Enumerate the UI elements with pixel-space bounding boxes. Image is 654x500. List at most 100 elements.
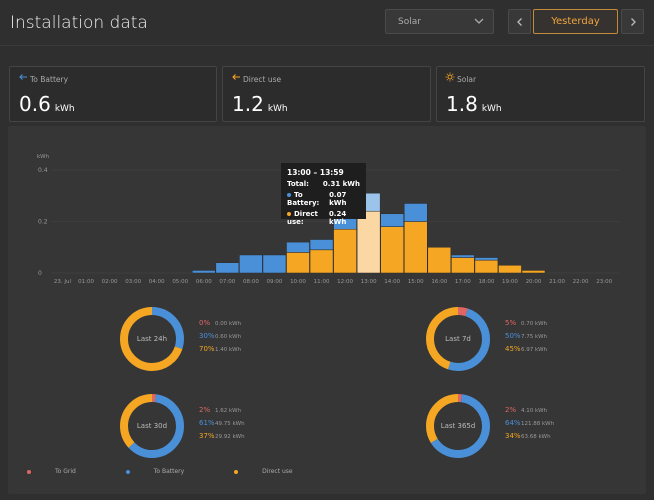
donut-stat-row: 61%49.75 kWh <box>199 419 245 427</box>
donut-stat-row: 5% 0.70 kWh <box>505 319 547 327</box>
x-tick-label: 16:00 <box>431 279 447 285</box>
bar-to-battery <box>380 213 404 227</box>
stat-kwh: 29.92 kWh <box>215 434 245 440</box>
next-period-button[interactable] <box>621 9 644 34</box>
stat-percent: 0% <box>199 319 211 327</box>
x-tick-label: 11:00 <box>314 279 330 285</box>
x-tick-label: 19:00 <box>502 279 518 285</box>
tooltip-time: 13:00 – 13:59 <box>287 168 344 177</box>
date-range-button[interactable]: Yesterday <box>533 9 618 34</box>
donut-stat-row: 2% 4.10 kWh <box>505 406 547 414</box>
donut-last-24h: Last 24h <box>118 305 186 373</box>
stat-kwh: 0.60 kWh <box>215 334 242 340</box>
legend-item-direct-use: Direct use <box>234 468 317 475</box>
tooltip-direct: 0.24 kWh <box>328 210 347 226</box>
donut-ring <box>426 394 490 458</box>
prev-period-button[interactable] <box>508 9 531 34</box>
bar-to-battery <box>286 241 310 253</box>
x-tick-label: 01:00 <box>78 279 94 285</box>
card-label: Direct use <box>243 75 282 84</box>
battery-dot-icon <box>125 469 130 474</box>
legend-item-to-battery: To Battery <box>125 468 208 475</box>
stat-kwh: 4.10 kWh <box>521 408 548 414</box>
donut-stat-row: 0% 0.00 kWh <box>199 319 241 327</box>
y-tick-label: 0.2 <box>38 219 48 226</box>
stat-percent: 5% <box>505 319 517 327</box>
stat-percent: 2% <box>199 406 211 414</box>
legend-label: To Grid <box>55 468 76 475</box>
arrow-left-icon <box>19 74 27 80</box>
legend-item-to-grid: To Grid <box>27 468 100 475</box>
bar-direct-use <box>356 210 381 274</box>
bar-direct-use <box>380 226 404 274</box>
stat-kwh: 1.62 kWh <box>215 408 242 414</box>
x-tick-label: 15:00 <box>408 279 424 285</box>
x-tick-label: 21:00 <box>549 279 565 285</box>
arrow-left-icon <box>232 74 240 80</box>
stat-kwh: 6.97 kWh <box>521 347 548 353</box>
donut-stat-row: 70%1.40 kWh <box>199 345 241 353</box>
bar-to-battery <box>215 262 240 274</box>
donut-last-365d: Last 365d <box>424 392 492 460</box>
bar-to-battery <box>309 239 334 251</box>
donut-label: Last 7d <box>445 335 471 343</box>
legend-label: To Battery <box>153 468 185 475</box>
card-to-battery: To Battery 0.6 kWh <box>9 66 217 122</box>
source-select[interactable]: Solar <box>385 9 494 34</box>
stat-percent: 61% <box>199 419 215 427</box>
donut-stat-row: 45%6.97 kWh <box>505 345 547 353</box>
stat-percent: 2% <box>505 406 517 414</box>
bar-direct-use <box>498 265 522 274</box>
donut-slice <box>426 307 490 371</box>
chevron-down-icon <box>474 18 484 24</box>
bar-direct-use <box>521 270 546 274</box>
x-tick-label: 13:00 <box>361 279 377 285</box>
x-tick-label: 08:00 <box>243 279 259 285</box>
tooltip-direct-label: Direct use: <box>287 210 318 226</box>
donut-label: Last 30d <box>136 422 168 430</box>
x-tick-label: 12:00 <box>337 279 353 285</box>
card-label: Solar <box>457 75 477 84</box>
stat-percent: 64% <box>505 419 521 427</box>
card-value: 0.6 <box>19 92 51 116</box>
stat-kwh: 49.75 kWh <box>215 421 245 427</box>
energy-bar-chart: 0.4 0.2 0 kWh 23. Jul 01:00 02:00 03:00 04:00 05:… <box>37 154 620 285</box>
card-unit: kWh <box>54 104 75 114</box>
chevron-left-icon <box>516 18 522 26</box>
donut-stat-row: 37%29.92 kWh <box>199 432 245 440</box>
card-value: 1.2 <box>232 92 264 116</box>
x-tick-label: 03:00 <box>125 279 141 285</box>
tooltip-total-label: Total: <box>287 180 309 188</box>
bar-direct-use <box>451 257 475 274</box>
x-tick-label: 10:00 <box>290 279 306 285</box>
tooltip-total: 0.31 kWh <box>322 180 360 188</box>
bar-to-battery <box>474 257 499 261</box>
donut-slice <box>120 394 184 458</box>
battery-dot-icon <box>287 193 291 197</box>
direct-dot-icon <box>287 212 291 216</box>
x-tick-label: 23:00 <box>596 279 612 285</box>
bar-direct-use <box>404 221 428 274</box>
card-unit: kWh <box>267 104 288 114</box>
source-select-value: Solar <box>398 17 421 27</box>
x-tick-label: 20:00 <box>526 279 542 285</box>
bar-to-battery <box>239 254 263 274</box>
bar-to-battery <box>404 203 428 222</box>
donut-label: Last 365d <box>440 422 476 430</box>
y-tick-label: 0 <box>38 270 42 277</box>
bar-to-battery <box>192 270 216 274</box>
x-tick-label: 06:00 <box>196 279 212 285</box>
bar-direct-use <box>286 252 310 274</box>
donut-slice <box>120 394 184 458</box>
x-tick-label: 17:00 <box>455 279 471 285</box>
page-title: Installation data <box>10 13 148 33</box>
card-label: To Battery <box>30 75 69 84</box>
stat-percent: 50% <box>505 332 521 340</box>
page-header: Installation data Solar Yesterday <box>0 0 654 46</box>
legend-label: Direct use <box>262 468 293 475</box>
donut-slice <box>426 394 490 458</box>
donut-last-7d: Last 7d <box>424 305 492 373</box>
x-tick-label: 09:00 <box>267 279 283 285</box>
stat-percent: 30% <box>199 332 215 340</box>
stat-kwh: 63.68 kWh <box>521 434 551 440</box>
